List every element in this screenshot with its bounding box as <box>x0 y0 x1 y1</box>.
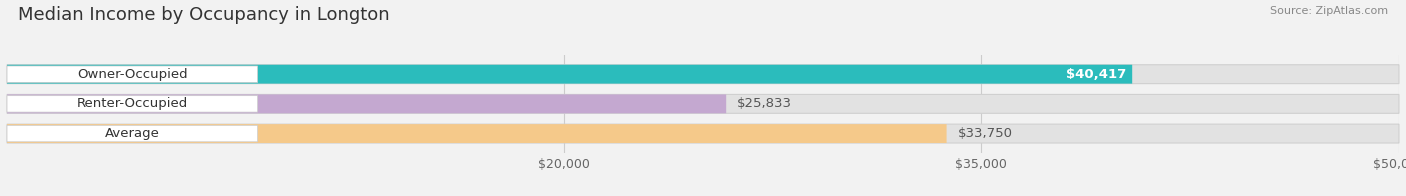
FancyBboxPatch shape <box>7 125 257 142</box>
FancyBboxPatch shape <box>7 124 946 143</box>
Text: Renter-Occupied: Renter-Occupied <box>77 97 188 110</box>
Text: $25,833: $25,833 <box>737 97 793 110</box>
FancyBboxPatch shape <box>7 124 1399 143</box>
Text: Owner-Occupied: Owner-Occupied <box>77 68 187 81</box>
Text: Median Income by Occupancy in Longton: Median Income by Occupancy in Longton <box>18 6 389 24</box>
FancyBboxPatch shape <box>7 94 725 113</box>
Text: Source: ZipAtlas.com: Source: ZipAtlas.com <box>1270 6 1388 16</box>
Text: $33,750: $33,750 <box>957 127 1012 140</box>
Text: Average: Average <box>105 127 160 140</box>
FancyBboxPatch shape <box>7 65 1132 84</box>
Text: $40,417: $40,417 <box>1066 68 1126 81</box>
FancyBboxPatch shape <box>7 96 257 112</box>
FancyBboxPatch shape <box>7 65 1399 84</box>
FancyBboxPatch shape <box>7 94 1399 113</box>
FancyBboxPatch shape <box>7 66 257 82</box>
